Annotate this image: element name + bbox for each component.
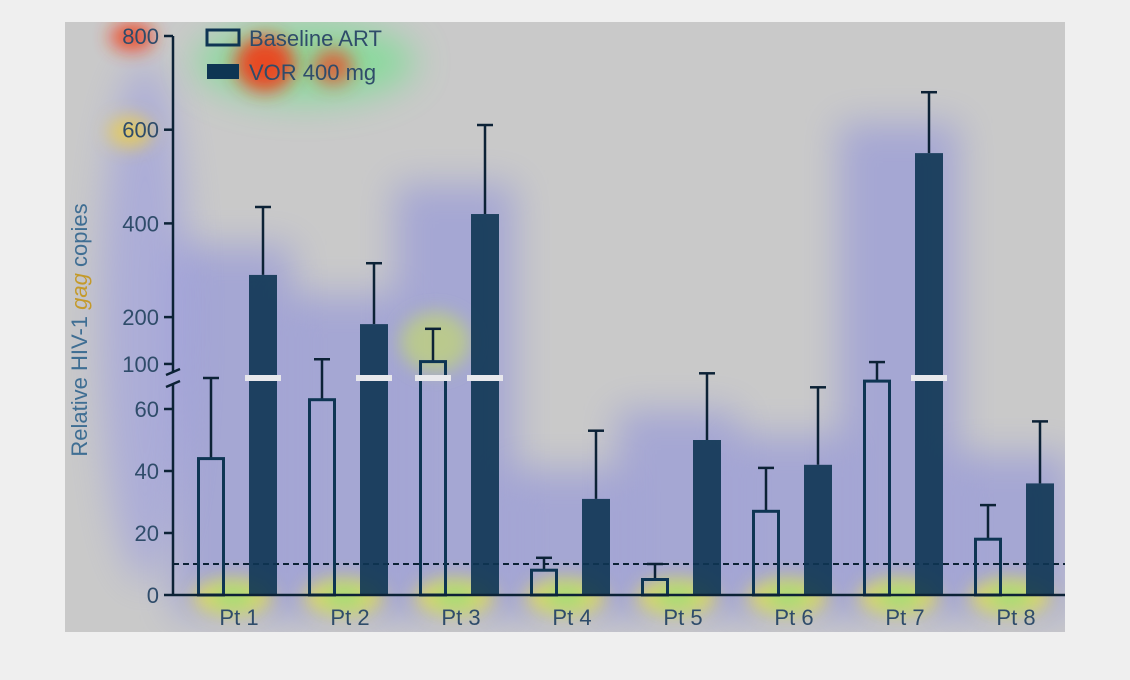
- y-tick-40-label: 40: [135, 459, 159, 484]
- bar-vor-8: [1026, 483, 1054, 595]
- y-tick-100-label: 100: [122, 352, 159, 377]
- x-tick-label-3: Pt 3: [441, 605, 480, 630]
- x-tick-label-5: Pt 5: [663, 605, 702, 630]
- legend-swatch-vor: [207, 64, 239, 79]
- heat-spot: [766, 587, 810, 607]
- x-tick-label-2: Pt 2: [330, 605, 369, 630]
- y-tick-800-label: 800: [122, 24, 159, 49]
- heat-hotspot: [110, 23, 154, 51]
- bar-vor-7: [915, 153, 943, 595]
- bar-vor-2: [360, 324, 388, 595]
- heat-spot: [655, 587, 699, 607]
- x-tick-label-7: Pt 7: [885, 605, 924, 630]
- bar-break-gap: [911, 375, 947, 381]
- legend-label-baseline: Baseline ART: [249, 26, 382, 51]
- y-tick-400-label: 400: [122, 211, 159, 236]
- y-tick-200-label: 200: [122, 305, 159, 330]
- heat-spot: [211, 587, 255, 607]
- bar-break-gap: [467, 375, 503, 381]
- legend: Baseline ART VOR 400 mg: [205, 26, 382, 85]
- heat-hotspot: [313, 49, 353, 85]
- heat-hotspot: [235, 36, 295, 92]
- bar-chart: Pt 1 Pt 2 Pt 3 Pt 4 Pt 5 Pt 6 Pt 7 Pt 8 0 20 40 60…: [65, 22, 1070, 632]
- y-axis-label: Relative HIV-1 gag copies: [67, 203, 92, 456]
- heat-spot: [988, 587, 1032, 607]
- bar-vor-3: [471, 214, 499, 595]
- heat-hotspot: [108, 116, 152, 148]
- y-tick-60-label: 60: [135, 397, 159, 422]
- bar-break-gap: [356, 375, 392, 381]
- x-tick-label-4: Pt 4: [552, 605, 591, 630]
- axis-break-mark: [165, 367, 181, 377]
- heat-spot: [544, 587, 588, 607]
- legend-label-vor: VOR 400 mg: [249, 60, 376, 85]
- x-tick-label-1: Pt 1: [219, 605, 258, 630]
- bar-break-gap: [245, 375, 281, 381]
- y-tick-0-label: 0: [147, 583, 159, 608]
- axis-break-mark: [165, 379, 181, 389]
- bar-vor-5: [693, 440, 721, 595]
- x-tick-label-8: Pt 8: [996, 605, 1035, 630]
- y-tick-20-label: 20: [135, 521, 159, 546]
- heat-spot: [877, 587, 921, 607]
- y-tick-600-label: 600: [122, 118, 159, 143]
- bar-vor-1: [249, 274, 277, 595]
- chart-container: Pt 1 Pt 2 Pt 3 Pt 4 Pt 5 Pt 6 Pt 7 Pt 8 0 20 40 60…: [65, 22, 1070, 632]
- bar-vor-4: [582, 498, 610, 595]
- bar-vor-6: [804, 464, 832, 595]
- heat-axis-band: [100, 62, 190, 582]
- legend-swatch-baseline: [205, 28, 241, 47]
- heat-spot: [322, 587, 366, 607]
- bar-break-gap: [415, 375, 451, 381]
- heat-hotspot: [400, 312, 470, 372]
- x-tick-label-6: Pt 6: [774, 605, 813, 630]
- heat-spot: [433, 587, 477, 607]
